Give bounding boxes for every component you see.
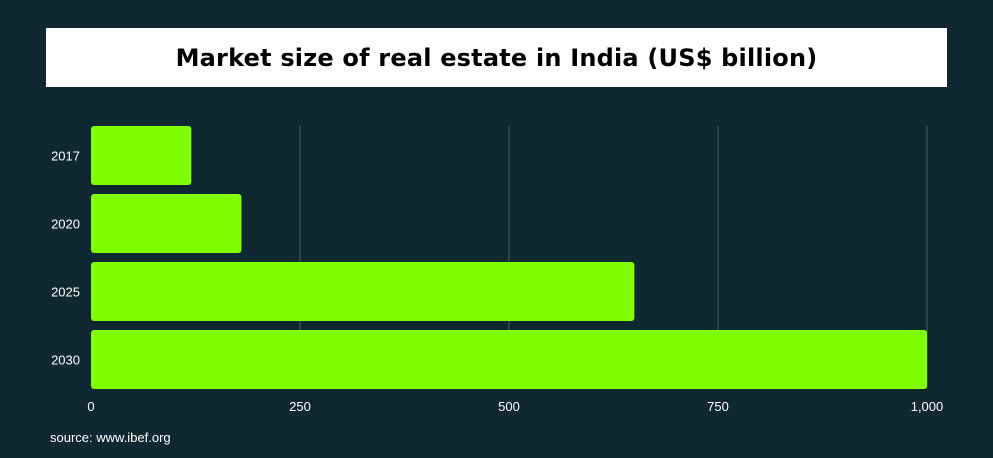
y-label-2017: 2017 [51,149,80,164]
x-tick-label-250: 250 [289,399,311,414]
bar-2030 [91,330,927,389]
y-label-2025: 2025 [51,285,80,300]
y-label-2030: 2030 [51,353,80,368]
y-label-2020: 2020 [51,217,80,232]
bar-2025 [91,262,635,321]
chart-title-banner: Market size of real estate in India (US$… [46,28,947,87]
bar-2020 [91,194,242,253]
x-tick-label-750: 750 [707,399,729,414]
x-axis-labels: 0 250 500 750 1,000 [87,399,943,414]
bar-2017 [91,126,192,185]
x-tick-label-1000: 1,000 [911,399,944,414]
x-tick-label-500: 500 [498,399,520,414]
source-note: source: www.ibef.org [50,430,171,445]
y-axis-labels: 2017 2020 2025 2030 [51,149,80,368]
x-tick-label-0: 0 [87,399,94,414]
bars [91,126,927,389]
chart-title: Market size of real estate in India (US$… [175,43,818,72]
